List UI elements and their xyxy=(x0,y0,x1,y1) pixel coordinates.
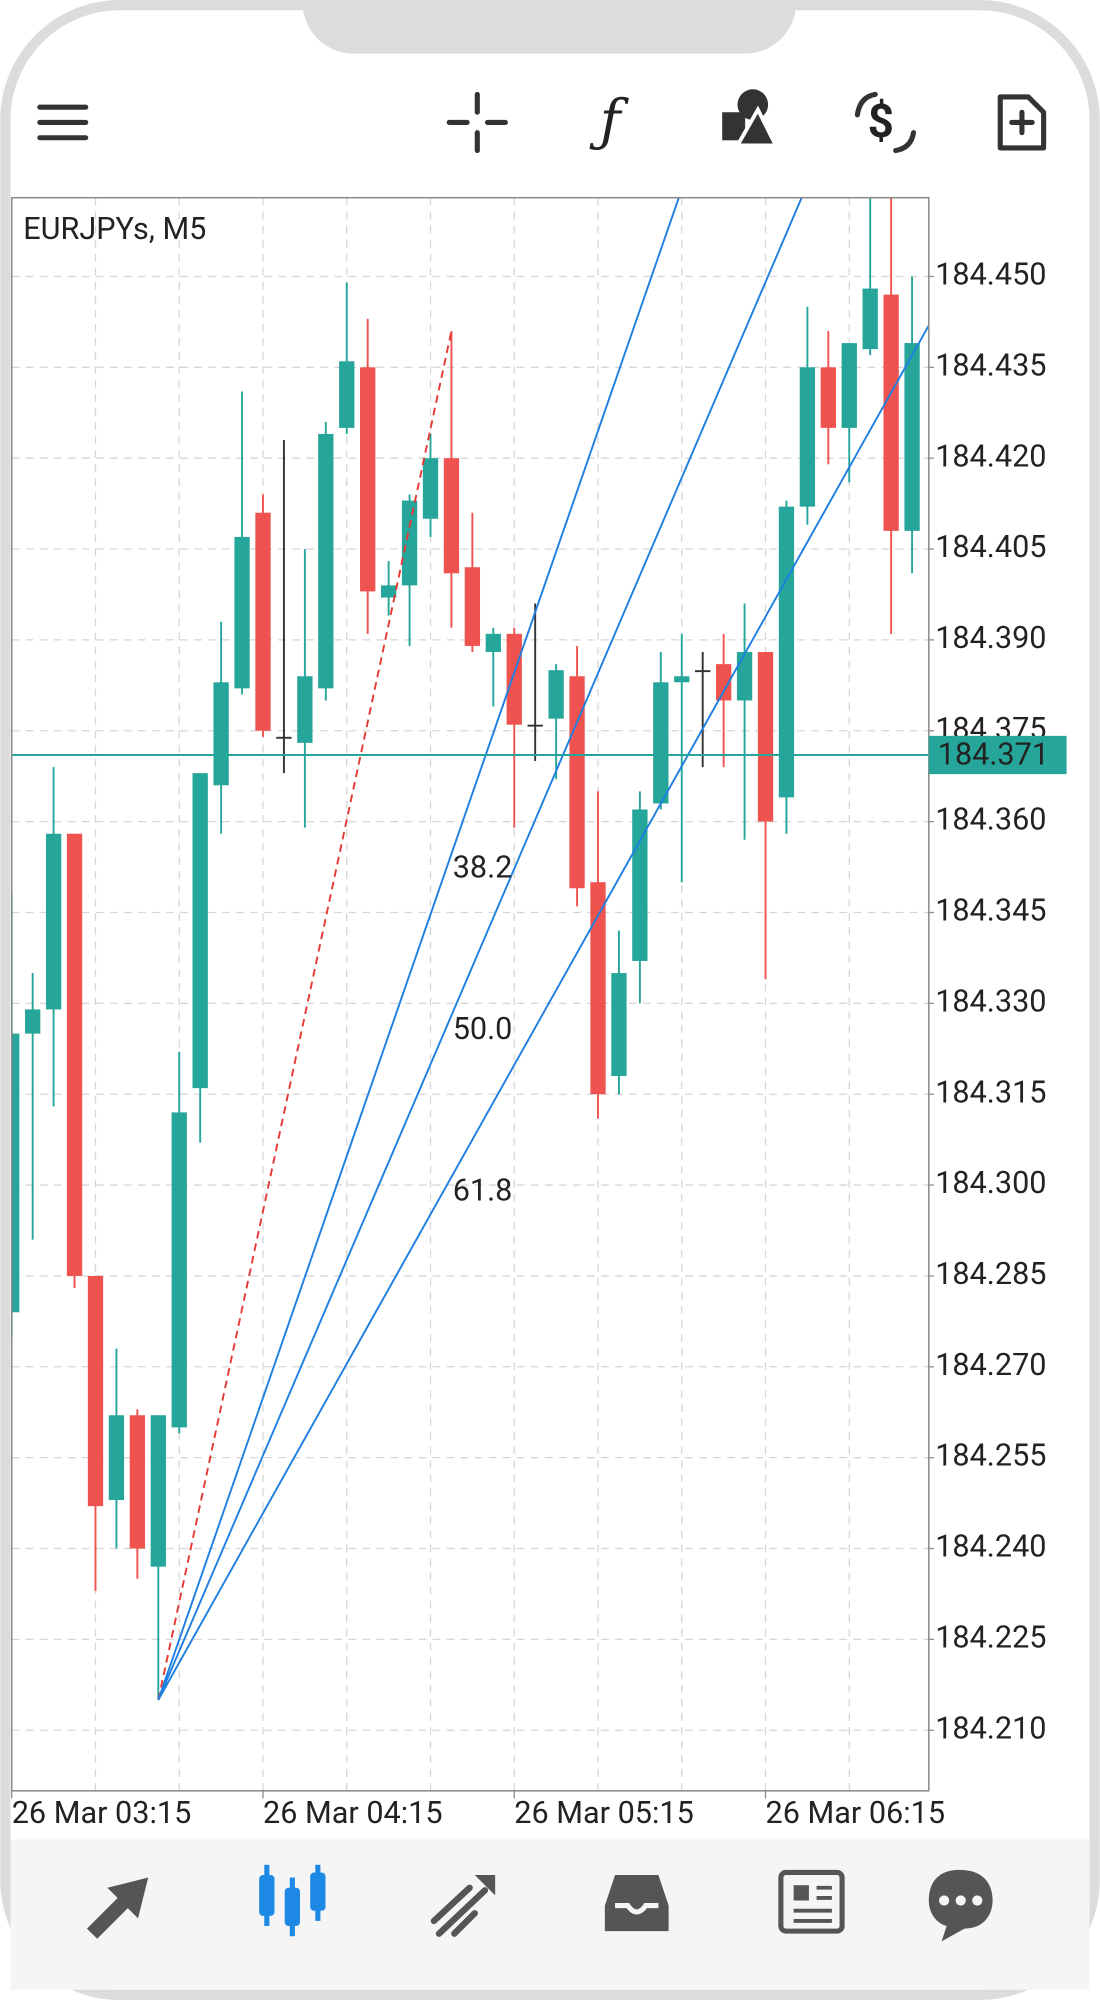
objects-button[interactable] xyxy=(722,89,779,148)
candle-body xyxy=(464,567,481,646)
grid xyxy=(11,197,929,1791)
y-tick-label: 184.405 xyxy=(935,530,1046,565)
y-tick-label: 184.345 xyxy=(935,894,1046,929)
fan-level-label: 61.8 xyxy=(453,1173,513,1208)
news-tab[interactable] xyxy=(778,1869,845,1934)
trade-button[interactable]: $ xyxy=(854,91,917,154)
notch xyxy=(302,0,797,54)
x-tick-label: 26 Mar 03:15 xyxy=(12,1796,192,1831)
candle-body xyxy=(443,458,460,574)
candle-body xyxy=(87,1275,104,1507)
candle-body xyxy=(422,458,439,519)
candle-body xyxy=(883,294,899,531)
candle-body xyxy=(506,633,522,725)
candle-body xyxy=(318,433,334,689)
candle-body xyxy=(276,736,292,739)
y-tick-label: 184.420 xyxy=(935,439,1046,474)
candle-body xyxy=(820,367,836,428)
x-tick-label: 26 Mar 06:15 xyxy=(766,1796,946,1831)
current-price-box xyxy=(928,735,1067,775)
y-tick-label: 184.255 xyxy=(935,1439,1046,1474)
candle-body xyxy=(904,343,920,531)
candle-body xyxy=(45,833,62,1010)
candle-body xyxy=(841,343,857,428)
y-tick-label: 184.435 xyxy=(935,348,1046,383)
candle-body xyxy=(736,652,753,701)
candle-body xyxy=(799,367,816,507)
candle-body xyxy=(611,973,627,1077)
y-tick-label: 184.285 xyxy=(935,1257,1046,1292)
trade-tab[interactable] xyxy=(430,1875,496,1937)
candle-body xyxy=(213,682,229,786)
candle-body xyxy=(590,882,606,1095)
candle-body xyxy=(653,682,669,804)
candle-body xyxy=(674,676,690,683)
chart-title: EURJPYs, M5 xyxy=(23,212,206,247)
candle-body xyxy=(485,633,501,653)
y-tick-label: 184.300 xyxy=(935,1166,1046,1201)
candle-body xyxy=(380,585,397,598)
axis-labels: 184.450 184.435 184.420 184.405 184.390 184.3… xyxy=(11,258,1067,1831)
candle-body xyxy=(255,512,271,731)
bottom-nav-icons xyxy=(86,1864,993,1942)
candle-body xyxy=(129,1415,146,1549)
candle-body xyxy=(360,367,376,592)
new-order-button[interactable] xyxy=(997,94,1047,151)
candle-body xyxy=(11,1033,20,1313)
candle-body xyxy=(527,724,543,727)
candle-body xyxy=(757,652,774,822)
candle-body xyxy=(339,361,355,428)
y-tick-label: 184.270 xyxy=(935,1348,1046,1383)
candle-body xyxy=(778,506,795,798)
chart: 184.450 184.435 184.420 184.405 184.390 184.3… xyxy=(10,196,1067,1831)
x-tick-label: 26 Mar 05:15 xyxy=(514,1796,694,1831)
candle-body xyxy=(548,670,564,719)
plot-border xyxy=(10,196,930,1792)
y-tick-label: 184.360 xyxy=(935,803,1046,838)
y-tick-label: 184.240 xyxy=(935,1530,1046,1565)
candle-body xyxy=(150,1415,166,1567)
current-price-label: 184.371 xyxy=(938,737,1049,772)
quotes-tab[interactable] xyxy=(86,1877,149,1939)
candle-body xyxy=(297,676,313,743)
y-tick-label: 184.210 xyxy=(935,1711,1046,1746)
x-tick-label: 26 Mar 04:15 xyxy=(263,1796,443,1831)
candle-body xyxy=(25,1009,41,1034)
history-tab[interactable] xyxy=(604,1875,669,1932)
chat-tab[interactable] xyxy=(928,1869,993,1942)
crosshair-button[interactable] xyxy=(446,91,508,154)
bottom-nav xyxy=(10,1839,1090,1990)
candle-body xyxy=(234,536,250,689)
candle-body xyxy=(171,1112,187,1428)
candle-body xyxy=(695,670,711,673)
candle-body xyxy=(66,833,83,1276)
fan-level-label: 38.2 xyxy=(453,850,513,885)
candle-body xyxy=(108,1415,125,1501)
menu-button[interactable] xyxy=(37,104,89,141)
dollar-icon: $ xyxy=(868,95,894,149)
chart-tab[interactable] xyxy=(259,1864,326,1937)
candle-body xyxy=(401,500,418,586)
y-tick-label: 184.390 xyxy=(935,621,1046,656)
y-tick-label: 184.315 xyxy=(935,1075,1046,1110)
fan-trend-line xyxy=(157,330,453,1701)
candle-body xyxy=(192,773,208,1089)
fan-level-label: 50.0 xyxy=(453,1012,513,1047)
candle-body xyxy=(862,288,878,350)
plot-area xyxy=(11,197,929,1701)
y-tick-label: 184.330 xyxy=(935,984,1046,1019)
candle-body xyxy=(715,664,732,701)
y-tick-label: 184.450 xyxy=(935,258,1046,293)
y-tick-label: 184.225 xyxy=(935,1620,1046,1655)
